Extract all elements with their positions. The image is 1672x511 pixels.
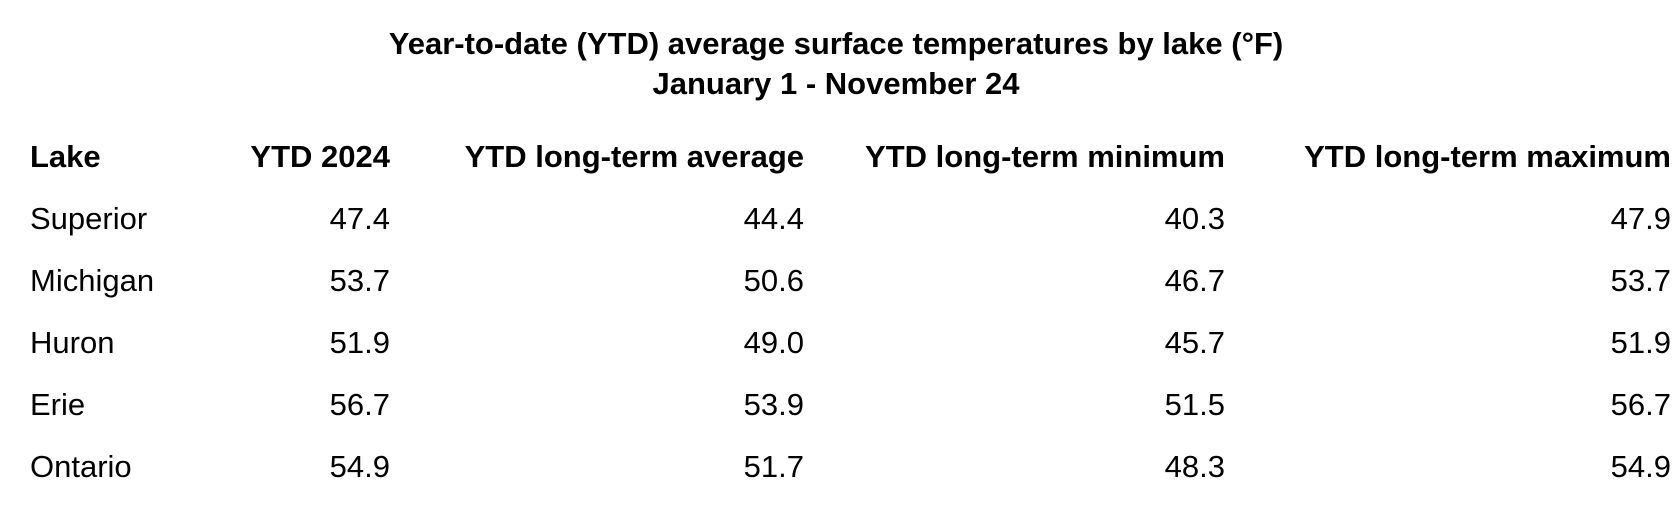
ytd-2024-cell: 53.7: [329, 263, 390, 298]
lake-name-cell: Michigan: [30, 263, 155, 298]
column-header-long-term-maximum: YTD long-term maximum: [1304, 139, 1671, 174]
table-row: Huron 51.9 49.0 45.7 51.9: [30, 312, 1671, 374]
table-row: Ontario 54.9 51.7 48.3 54.9: [30, 436, 1671, 498]
table-row: Michigan 53.7 50.6 46.7 53.7: [30, 250, 1671, 312]
long-term-average-cell: 51.7: [743, 449, 804, 484]
column-header-lake: Lake: [30, 139, 101, 174]
ytd-2024-cell: 47.4: [329, 201, 390, 236]
long-term-maximum-cell: 54.9: [1610, 449, 1671, 484]
long-term-maximum-cell: 51.9: [1610, 325, 1671, 360]
long-term-average-cell: 49.0: [743, 325, 804, 360]
chart-title-block: Year-to-date (YTD) average surface tempe…: [0, 24, 1672, 104]
long-term-minimum-cell: 40.3: [1164, 201, 1225, 236]
ytd-2024-cell: 56.7: [329, 387, 390, 422]
long-term-minimum-cell: 45.7: [1164, 325, 1225, 360]
column-header-long-term-minimum: YTD long-term minimum: [865, 139, 1225, 174]
temperature-table: Lake YTD 2024 YTD long-term average YTD …: [30, 126, 1671, 498]
lake-name-cell: Superior: [30, 201, 148, 236]
table-row: Superior 47.4 44.4 40.3 47.9: [30, 188, 1671, 250]
long-term-minimum-cell: 48.3: [1164, 449, 1225, 484]
lake-name-cell: Huron: [30, 325, 115, 360]
column-header-ytd-2024: YTD 2024: [250, 139, 390, 174]
ytd-2024-cell: 54.9: [329, 449, 390, 484]
long-term-minimum-cell: 51.5: [1164, 387, 1225, 422]
long-term-minimum-cell: 46.7: [1164, 263, 1225, 298]
chart-subtitle: January 1 - November 24: [652, 66, 1020, 101]
long-term-average-cell: 53.9: [743, 387, 804, 422]
long-term-average-cell: 44.4: [743, 201, 804, 236]
column-header-long-term-average: YTD long-term average: [464, 139, 804, 174]
chart-title: Year-to-date (YTD) average surface tempe…: [388, 26, 1284, 61]
lake-name-cell: Ontario: [30, 449, 132, 484]
table-header-row: Lake YTD 2024 YTD long-term average YTD …: [30, 126, 1671, 188]
long-term-average-cell: 50.6: [743, 263, 804, 298]
long-term-maximum-cell: 47.9: [1610, 201, 1671, 236]
long-term-maximum-cell: 56.7: [1610, 387, 1671, 422]
ytd-2024-cell: 51.9: [329, 325, 390, 360]
table-row: Erie 56.7 53.9 51.5 56.7: [30, 374, 1671, 436]
lake-name-cell: Erie: [30, 387, 86, 422]
long-term-maximum-cell: 53.7: [1610, 263, 1671, 298]
